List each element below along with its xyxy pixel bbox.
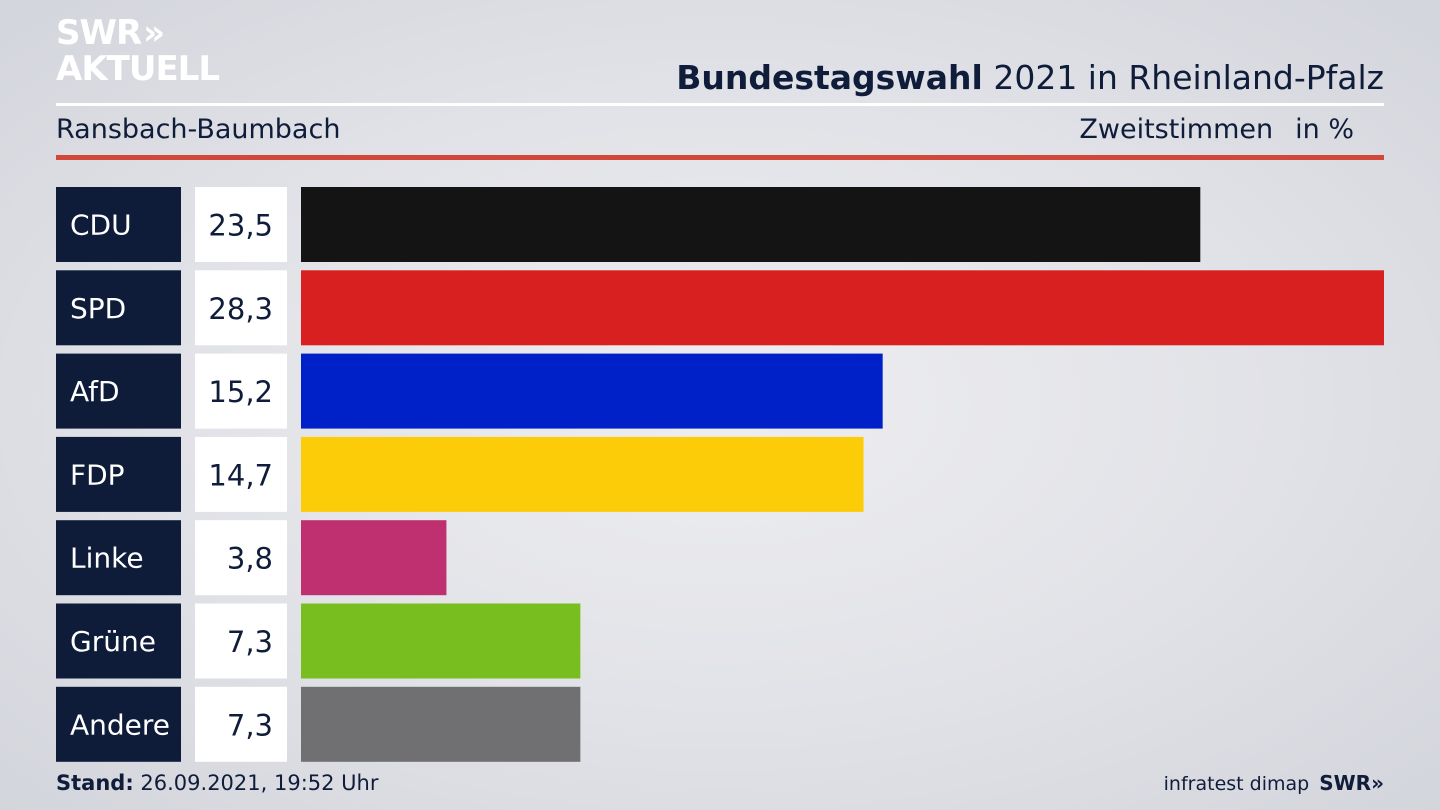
measure-label: Zweitstimmen in % (1079, 114, 1354, 145)
title-bold: Bundestagswahl (676, 58, 983, 97)
party-label: SPD (70, 292, 126, 325)
swr-aktuell-logo: SWR» AKTUELL (56, 13, 220, 89)
value-box-andere (195, 686, 287, 762)
party-label: Linke (70, 542, 144, 575)
bar-gr-ne (301, 603, 581, 679)
bar-andere (301, 686, 581, 762)
data-label: 28,3 (208, 292, 273, 326)
value-box-gr-ne (195, 603, 287, 679)
party-label: Andere (70, 708, 170, 741)
bar-afd (301, 353, 883, 429)
measure-text: Zweitstimmen (1079, 114, 1274, 145)
logo-aktuell-text: AKTUELL (56, 49, 220, 89)
swr-brand-logo: SWR» (1319, 771, 1384, 795)
party-label-box-linke (56, 520, 181, 596)
logo-chevron-icon: » (143, 13, 165, 53)
chart-title: Bundestagswahl 2021 in Rheinland-Pfalz (676, 58, 1384, 97)
party-label: CDU (70, 209, 132, 242)
party-label-box-gr-ne (56, 603, 181, 679)
logo-swr-text: SWR (56, 13, 142, 53)
party-label-box-fdp (56, 436, 181, 512)
party-label-box-afd (56, 353, 181, 429)
value-box-linke (195, 520, 287, 596)
constituency-name: Ransbach-Baumbach (56, 114, 341, 145)
party-label: Grüne (70, 625, 156, 658)
party-label: AfD (70, 375, 120, 408)
stand-label: Stand: (56, 771, 134, 795)
red-divider (56, 155, 1384, 160)
party-label-box-spd (56, 270, 181, 346)
party-label-box-cdu (56, 187, 181, 262)
value-box-fdp (195, 436, 287, 512)
value-box-cdu (195, 187, 287, 262)
data-label: 7,3 (227, 708, 273, 742)
source-text: infratest dimap (1163, 773, 1310, 795)
data-label: 15,2 (208, 375, 273, 409)
bar-cdu (301, 187, 1201, 262)
data-label: 3,8 (227, 542, 273, 576)
data-label: 14,7 (208, 458, 273, 492)
value-box-afd (195, 353, 287, 429)
unit-text: in % (1295, 114, 1354, 145)
timestamp: Stand: 26.09.2021, 19:52 Uhr (56, 771, 379, 795)
party-label: FDP (70, 458, 125, 491)
data-label: 7,3 (227, 625, 273, 659)
party-label-box-andere (56, 686, 181, 762)
bar-spd (301, 270, 1384, 346)
stand-value: 26.09.2021, 19:52 Uhr (133, 771, 379, 795)
title-rest: 2021 in Rheinland-Pfalz (982, 58, 1384, 97)
header-divider (56, 103, 1384, 106)
source-credit: infratest dimap SWR» (1164, 771, 1384, 795)
value-box-spd (195, 270, 287, 346)
bar-linke (301, 520, 447, 596)
bar-fdp (301, 436, 864, 512)
data-label: 23,5 (208, 209, 273, 243)
